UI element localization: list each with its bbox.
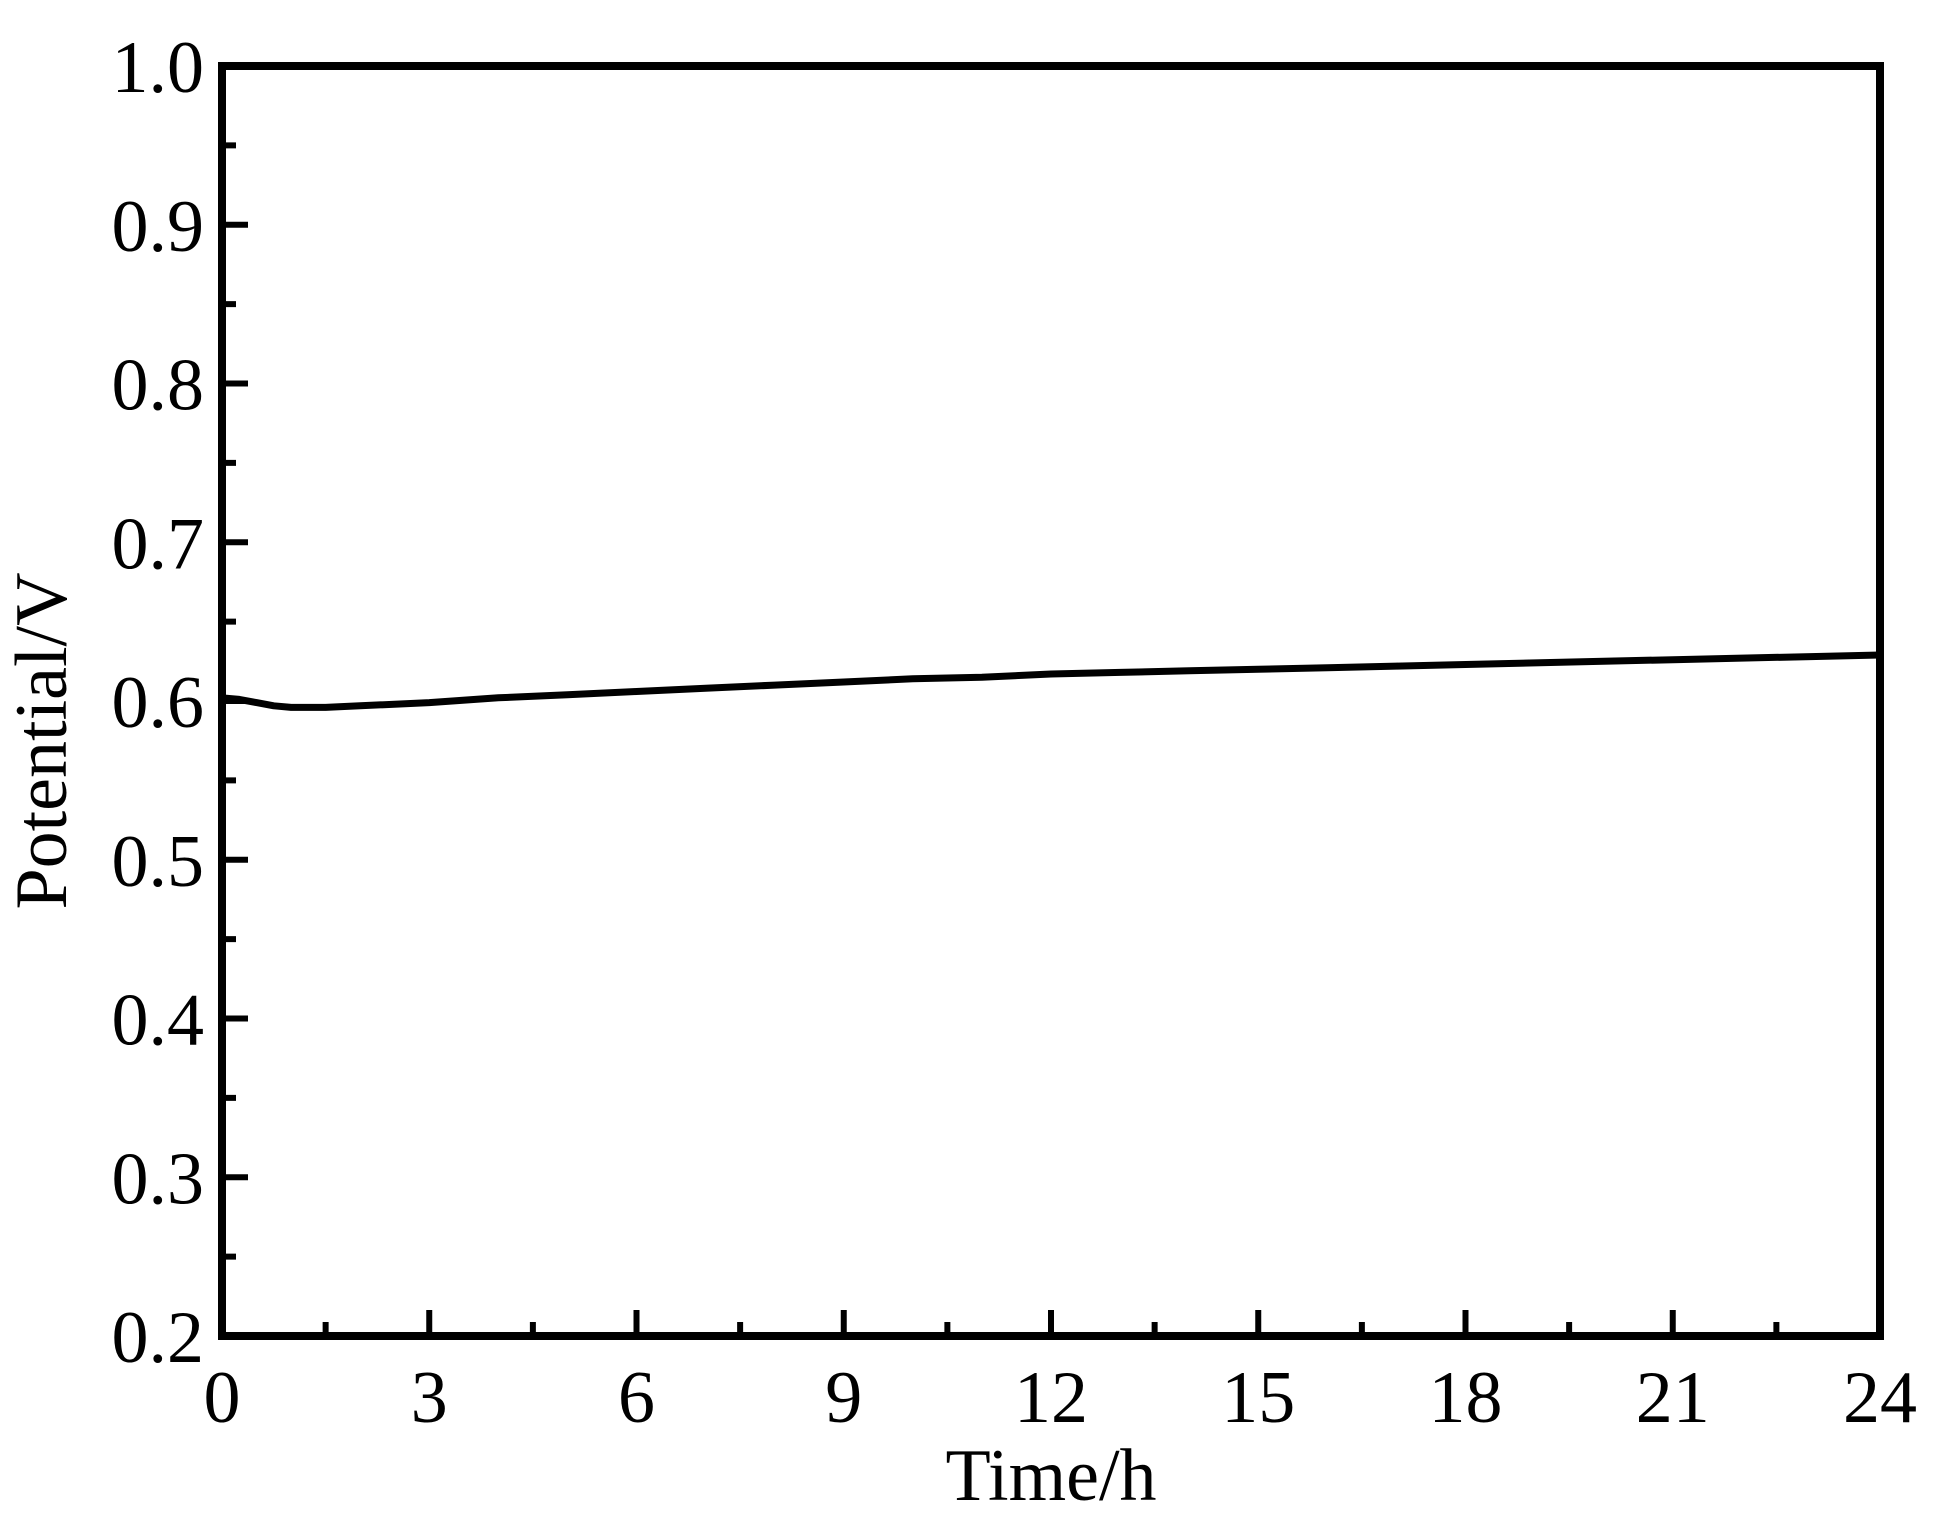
- y-tick-label: 0.4: [112, 980, 205, 1062]
- ticks-layer: [222, 142, 1780, 1336]
- y-tick-labels: 0.2 0.3 0.4 0.5 0.6 0.7 0.8 0.9 1.0: [112, 27, 205, 1379]
- x-tick-label: 18: [1429, 1357, 1503, 1439]
- y-tick-label: 0.9: [112, 186, 205, 268]
- x-axis-title: Time/h: [945, 1435, 1156, 1517]
- x-tick-labels: 0 3 6 9 12 15 18 21 24: [204, 1357, 1918, 1439]
- x-tick-label: 6: [618, 1357, 655, 1439]
- x-tick-label: 15: [1221, 1357, 1295, 1439]
- x-tick-label: 0: [204, 1357, 241, 1439]
- y-tick-label: 0.7: [112, 503, 205, 585]
- y-tick-label: 0.2: [112, 1297, 205, 1379]
- x-tick-label: 21: [1636, 1357, 1710, 1439]
- y-tick-label: 0.5: [112, 821, 205, 903]
- x-tick-label: 24: [1843, 1357, 1917, 1439]
- y-tick-label: 0.3: [112, 1138, 205, 1220]
- plot-frame: [218, 62, 1884, 1340]
- y-axis-title: Potential/V: [1, 572, 83, 909]
- y-tick-label: 1.0: [112, 27, 205, 109]
- y-tick-label: 0.6: [112, 662, 205, 744]
- x-tick-label: 12: [1014, 1357, 1088, 1439]
- x-tick-label: 3: [411, 1357, 448, 1439]
- y-tick-label: 0.8: [112, 345, 205, 427]
- series-line: [218, 651, 1884, 711]
- x-tick-label: 9: [825, 1357, 862, 1439]
